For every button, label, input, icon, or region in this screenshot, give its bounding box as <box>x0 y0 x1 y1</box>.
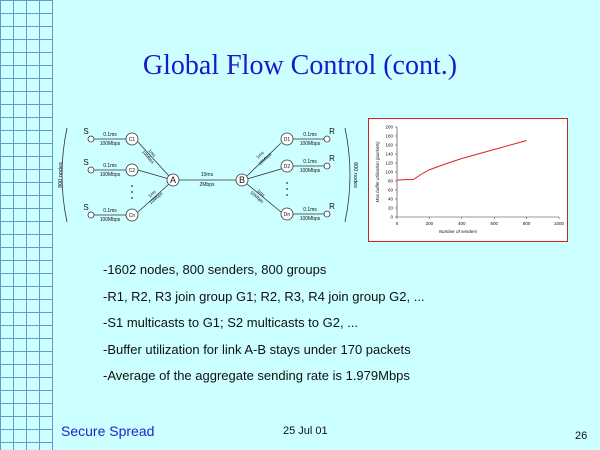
bullet-item: -Average of the aggregate sending rate i… <box>103 368 410 383</box>
link-bandwidth: 100Mbps <box>300 141 321 147</box>
sender-node <box>87 135 95 143</box>
bullet-item: -1602 nodes, 800 senders, 800 groups <box>103 262 327 277</box>
y-tick-label: 200 <box>385 125 393 130</box>
node-a-label: A <box>170 175 176 185</box>
link-delay: 0.1ms <box>303 159 317 165</box>
footer-title: Secure Spread <box>61 423 155 439</box>
ellipsis-dot <box>286 182 288 184</box>
y-tick-label: 0 <box>390 215 393 220</box>
ellipsis-dot <box>131 197 133 199</box>
relay-label: D2 <box>284 164 291 170</box>
footer-date: 25 Jul 01 <box>283 425 328 437</box>
link-bandwidth: 100Mbps <box>100 217 121 223</box>
relay-label: D1 <box>284 137 291 143</box>
relay-label: Cn <box>129 213 136 219</box>
relay-node-d1 <box>280 132 294 146</box>
relay-node-c1 <box>125 132 139 146</box>
y-tick-label: 100 <box>385 170 393 175</box>
ellipsis-dot <box>286 188 288 190</box>
router-node-a <box>166 173 180 187</box>
x-tick-label: 600 <box>490 221 498 226</box>
bottleneck-delay: 10ms <box>201 172 214 178</box>
receiver-label: R <box>329 154 335 163</box>
fan-link-delay: 1ms <box>256 188 266 198</box>
sender-label: S <box>83 203 88 212</box>
ellipsis-dot <box>131 191 133 193</box>
relay-node-dn <box>280 207 294 221</box>
link-delay: 0.1ms <box>103 132 117 138</box>
network-diagram: A B C1 C2 Cn D1 D2 Dn S S S R R R 0.1ms … <box>58 127 358 223</box>
x-tick-label: 200 <box>426 221 434 226</box>
y-tick-label: 120 <box>385 161 393 166</box>
chart-svg: 0 20 40 60 80 100 120 140 160 180 200 0 200 400 600 800… <box>375 125 565 235</box>
slide-title: Global Flow Control (cont.) <box>142 50 458 81</box>
sender-node <box>87 166 95 174</box>
y-axis-label: Max buffer utilization (packets) <box>375 141 380 203</box>
ellipsis-dot <box>131 185 133 187</box>
fan-link-delay: 1ms <box>255 150 265 160</box>
y-tick-label: 20 <box>388 206 394 211</box>
bullet-item: -Buffer utilization for link A-B stays u… <box>103 341 411 357</box>
y-tick-label: 140 <box>385 152 393 157</box>
sender-label: S <box>83 158 88 167</box>
x-axis-label: Number of senders <box>439 229 478 234</box>
receiver-node <box>323 210 331 218</box>
series-line <box>396 140 527 181</box>
receiver-label: R <box>329 202 335 211</box>
link-delay: 0.1ms <box>303 207 317 213</box>
fan-link-delay: 1ms <box>147 189 157 199</box>
buffer-utilization-chart: 0 20 40 60 80 100 120 140 160 180 200 0 200 400 600 800… <box>368 118 568 242</box>
node-b-label: B <box>239 175 245 185</box>
link-delay: 0.1ms <box>303 132 317 138</box>
fan-link-delay: 1ms <box>147 148 157 158</box>
relay-node-cn <box>125 208 139 222</box>
y-tick-label: 60 <box>388 188 394 193</box>
router-node-b <box>235 173 249 187</box>
sender-nodes <box>87 135 95 219</box>
relay-node-c2 <box>125 163 139 177</box>
x-tick-label: 0 <box>396 221 399 226</box>
sender-label: S <box>83 127 88 136</box>
x-tick-label: 800 <box>523 221 531 226</box>
relay-label: C2 <box>129 168 136 174</box>
link-delay: 0.1ms <box>103 208 117 214</box>
grid-divider <box>52 0 53 450</box>
relay-label: Dn <box>284 212 291 218</box>
link-bandwidth: 100Mbps <box>100 141 121 147</box>
x-tick-label: 400 <box>458 221 466 226</box>
link-bandwidth: 100Mbps <box>300 216 321 222</box>
relay-label: C1 <box>129 137 136 143</box>
ellipsis-dot <box>286 194 288 196</box>
relay-node-d2 <box>280 159 294 173</box>
bullet-list: -1602 nodes, 800 senders, 800 groups -R1… <box>103 262 425 395</box>
bottleneck-bandwidth: 2Mbps <box>199 182 215 188</box>
receiver-node <box>323 135 331 143</box>
bullet-item: -S1 multicasts to G1; S2 multicasts to G… <box>103 315 359 330</box>
right-group-label: 800 nodes <box>352 162 358 188</box>
page-number: 26 <box>575 430 588 442</box>
link-delay: 0.1ms <box>103 163 117 169</box>
y-tick-label: 180 <box>385 134 393 139</box>
sender-node <box>87 211 95 219</box>
receiver-label: R <box>329 127 335 136</box>
link-bandwidth: 100Mbps <box>100 172 121 178</box>
x-tick-label: 1000 <box>554 221 565 226</box>
y-tick-label: 40 <box>388 197 394 202</box>
grid-background <box>0 0 52 450</box>
link-bandwidth: 100Mbps <box>300 168 321 174</box>
left-group-label: 800 nodes <box>58 162 64 188</box>
bullet-item: -R1, R2, R3 join group G1; R2, R3, R4 jo… <box>103 288 425 304</box>
receiver-node <box>323 162 331 170</box>
y-tick-label: 80 <box>388 179 394 184</box>
y-tick-label: 160 <box>385 143 393 148</box>
